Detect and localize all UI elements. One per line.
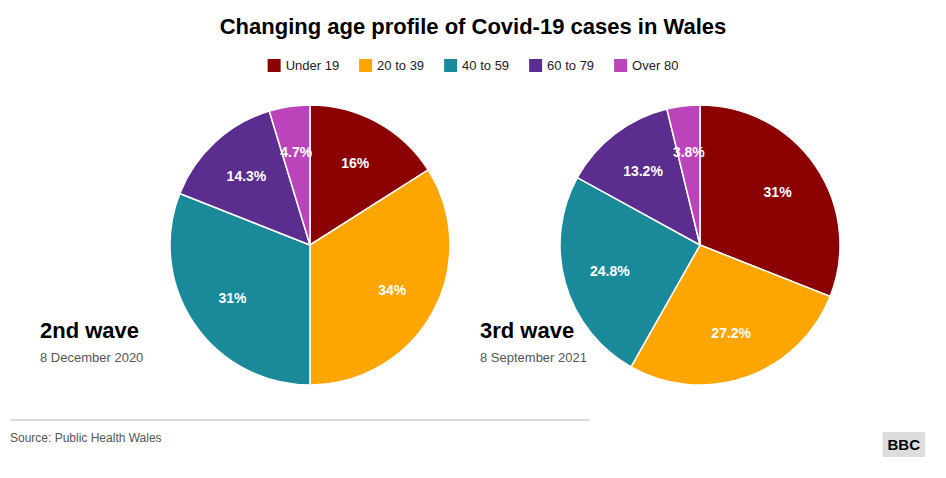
legend-item: Over 80 <box>614 58 678 73</box>
separator <box>10 420 590 421</box>
legend-swatch <box>444 59 457 72</box>
legend-label: Over 80 <box>632 58 678 73</box>
data-label: 24.8% <box>590 263 630 279</box>
legend-swatch <box>529 59 542 72</box>
data-labels: 31% 27.2% 24.8% 13.2% 3.8% <box>590 144 792 342</box>
data-label: 4.7% <box>280 144 312 160</box>
legend-label: 40 to 59 <box>462 58 509 73</box>
legend-label: Under 19 <box>286 58 339 73</box>
source: Source: Public Health Wales <box>10 431 162 445</box>
legend-swatch <box>614 59 627 72</box>
legend-swatch <box>359 59 372 72</box>
logo-box <box>883 432 926 457</box>
data-labels: 16% 34% 31% 14.3% 4.7% <box>218 144 406 306</box>
pie-slice <box>269 105 310 245</box>
legend-label: 20 to 39 <box>377 58 424 73</box>
title: Changing age profile of Covid-19 cases i… <box>220 14 727 39</box>
data-label: 16% <box>341 155 370 171</box>
slices <box>170 105 450 385</box>
date-label: 8 December 2020 <box>40 350 143 365</box>
legend-item: Under 19 <box>268 58 339 73</box>
logo-text: BBC <box>888 436 921 453</box>
wave-label: 2nd wave <box>40 318 139 343</box>
wave-label: 3rd wave <box>480 318 574 343</box>
data-label: 3.8% <box>673 144 705 160</box>
legend-label: 60 to 79 <box>547 58 594 73</box>
legend-swatch <box>268 59 281 72</box>
data-label: 34% <box>378 282 407 298</box>
data-label: 13.2% <box>623 163 663 179</box>
data-label: 31% <box>218 290 247 306</box>
data-label: 31% <box>764 184 793 200</box>
data-label: 27.2% <box>711 325 751 341</box>
legend-item: 20 to 39 <box>359 58 424 73</box>
data-label: 14.3% <box>227 168 267 184</box>
chart: Changing age profile of Covid-19 cases i… <box>0 0 946 478</box>
slices <box>560 105 840 385</box>
legend: Under 19 20 to 39 40 to 59 60 to 79 Over 80 <box>268 58 679 73</box>
pie-slice <box>310 170 450 385</box>
pie: 16% 34% 31% 14.3% 4.7% <box>170 105 450 385</box>
pie: 31% 27.2% 24.8% 13.2% 3.8% <box>560 105 840 385</box>
legend-item: 40 to 59 <box>444 58 509 73</box>
legend-item: 60 to 79 <box>529 58 594 73</box>
logo: BBC <box>883 432 926 457</box>
date-label: 8 September 2021 <box>480 350 587 365</box>
pie-slice <box>667 105 700 245</box>
